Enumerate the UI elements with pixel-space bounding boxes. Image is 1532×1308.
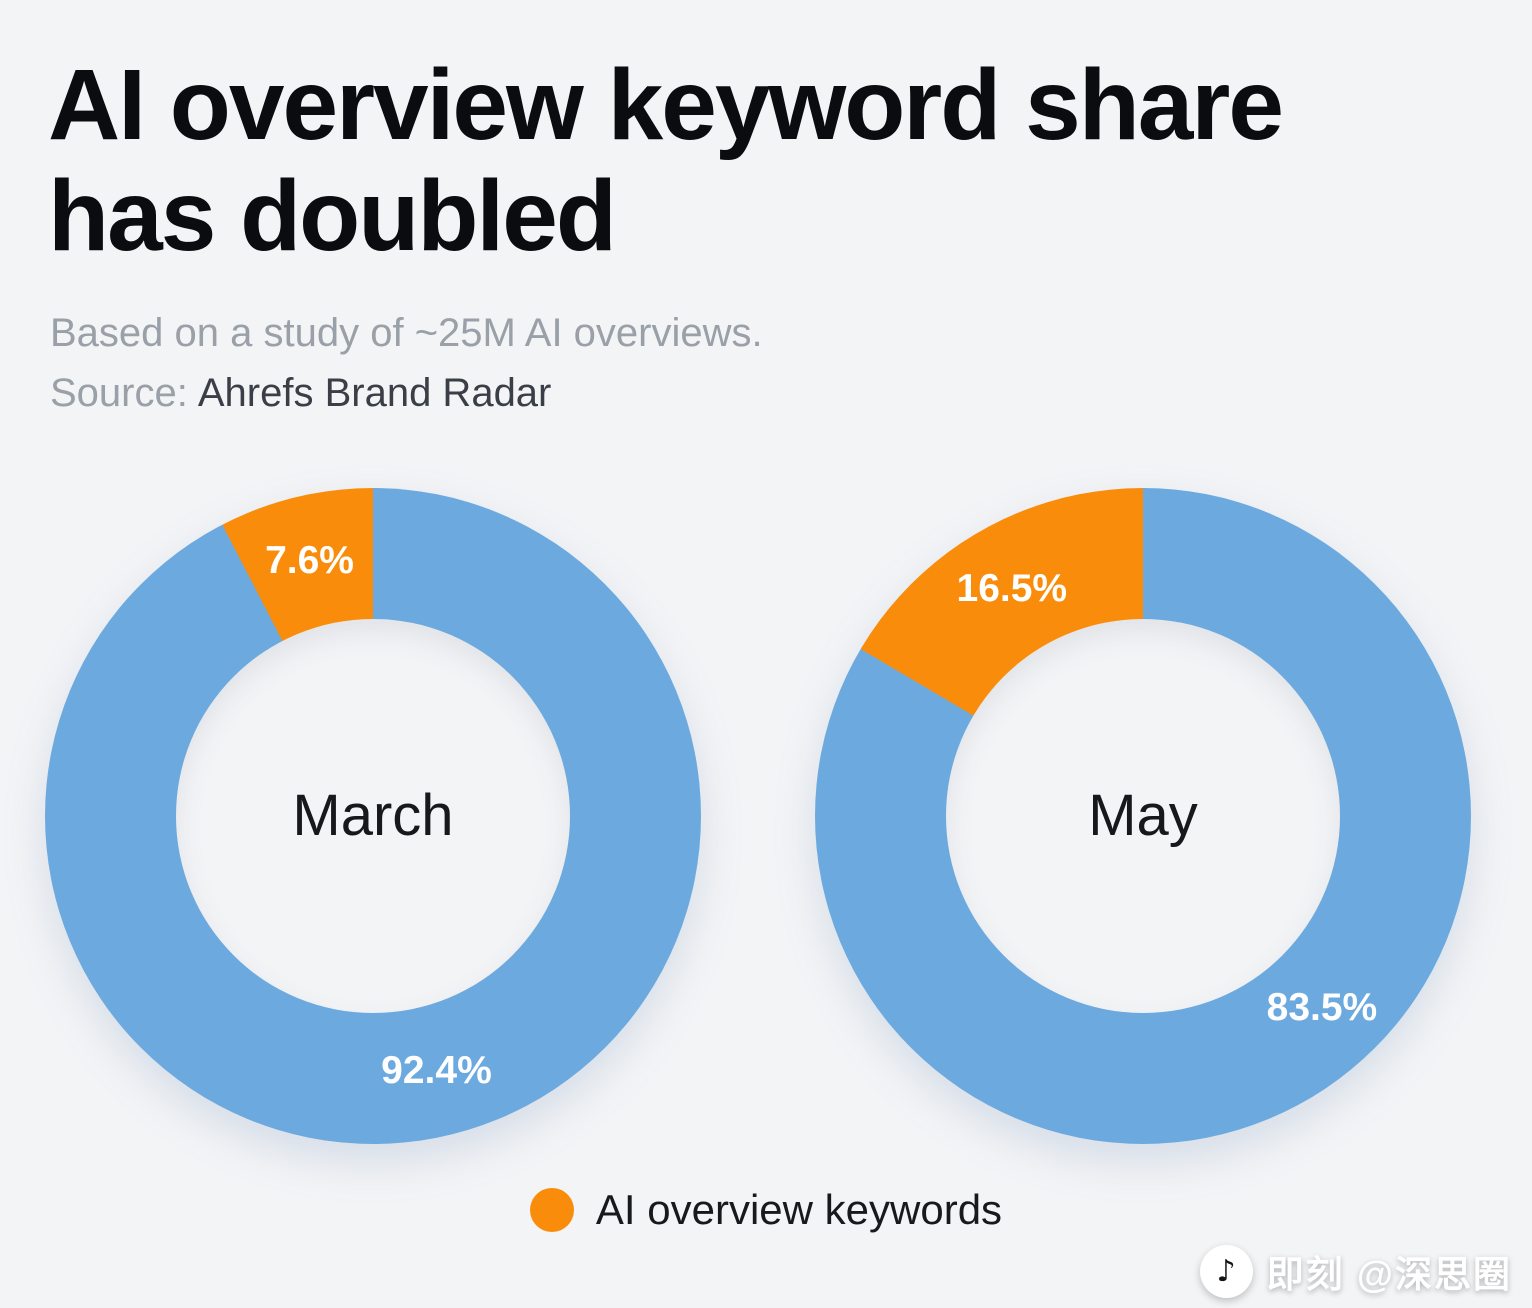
subtitle: Based on a study of ~25M AI overviews. <box>50 311 763 355</box>
donut-center-label-may: May <box>1088 783 1198 849</box>
music-note-icon: ♪ <box>1199 1244 1253 1298</box>
legend-dot-ai-overview <box>529 1188 574 1232</box>
page-title: AI overview keyword share has doubled <box>48 49 1284 272</box>
slice-label-march-ai-overview: 7.6% <box>265 539 354 583</box>
donut-chart-may: May 83.5% 16.5% <box>815 488 1471 1144</box>
source-line: Source: Ahrefs Brand Radar <box>50 369 551 417</box>
source-value: Ahrefs Brand Radar <box>197 371 552 415</box>
donut-center-label-march: March <box>292 783 454 849</box>
watermark: ♪ 即刻 @深思圈 <box>1199 1244 1512 1298</box>
header: AI overview keyword share has doubled <box>48 49 1284 272</box>
slice-label-may-ai-overview: 16.5% <box>956 566 1068 610</box>
slice-label-may-other: 83.5% <box>1266 985 1378 1029</box>
title-line-1: AI overview keyword share <box>48 49 1284 161</box>
title-line-2: has doubled <box>48 160 617 272</box>
slice-label-march-other: 92.4% <box>381 1048 492 1092</box>
donut-hole: March <box>176 619 570 1013</box>
legend-label-ai-overview: AI overview keywords <box>595 1186 1003 1233</box>
legend: AI overview keywords <box>0 1186 1532 1234</box>
donut-hole: May <box>946 619 1340 1013</box>
donut-chart-march: March 92.4% 7.6% <box>45 488 701 1144</box>
source-label: Source: <box>50 371 188 415</box>
watermark-text: 即刻 @深思圈 <box>1266 1254 1512 1295</box>
